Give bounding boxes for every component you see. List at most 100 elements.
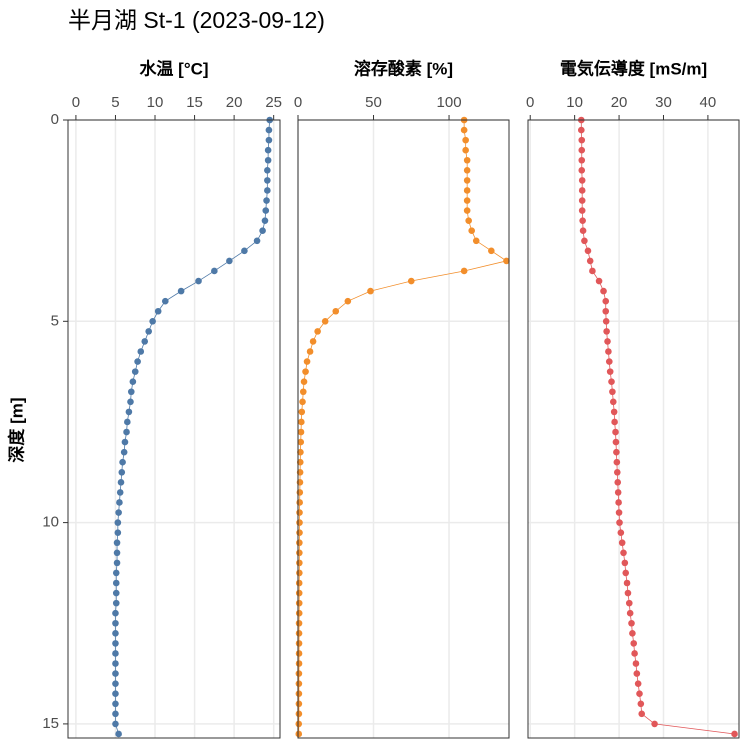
profile-point (460, 126, 468, 134)
x-tick-label: 5 (111, 94, 119, 111)
profile-point (634, 680, 642, 687)
profile-point (264, 156, 272, 164)
profile-point (463, 177, 471, 184)
profile-point (295, 700, 303, 708)
profile-point (114, 519, 122, 526)
profile-point (463, 197, 471, 204)
profile-point (321, 318, 329, 325)
profile-line (298, 120, 508, 734)
profile-line (115, 119, 271, 735)
profile-point (296, 559, 303, 567)
x-tick-label: 0 (294, 94, 302, 111)
profile-point (299, 388, 307, 396)
profile-point (309, 338, 317, 345)
profile-point (637, 700, 645, 708)
profile-point (633, 670, 641, 677)
profile-point (177, 287, 185, 295)
profile-point (578, 187, 586, 194)
profile-point (615, 499, 622, 506)
profile-point (295, 730, 303, 738)
profile-point (344, 297, 352, 305)
profile-point (295, 650, 303, 657)
profile-point (302, 368, 309, 375)
profile-point (134, 358, 141, 365)
profile-point (581, 237, 588, 245)
y-axis-label: 深度 [m] (6, 397, 26, 462)
profile-point (612, 428, 619, 436)
profile-point (116, 499, 123, 506)
profile-point (602, 318, 610, 325)
panel-border (297, 119, 510, 739)
panel-title: 溶存酸素 [%] (354, 58, 453, 78)
profile-point (295, 670, 303, 677)
x-tick-label: 100 (437, 94, 462, 111)
x-tick-label: 0 (526, 94, 534, 111)
profile-point (112, 619, 119, 627)
profile-point (298, 418, 305, 426)
profile-point (296, 458, 304, 466)
y-tick-label: 15 (42, 715, 59, 732)
profile-point (297, 448, 304, 456)
profile-point (578, 207, 586, 214)
profile-point (636, 690, 643, 698)
profile-point (488, 247, 495, 255)
profile-point (112, 720, 119, 728)
profile-point (602, 297, 610, 305)
profile-point (614, 489, 622, 496)
profile-point (112, 609, 119, 617)
profile-point (463, 187, 471, 194)
profile-point (306, 348, 314, 355)
profile-point (620, 549, 627, 557)
profile-point (259, 227, 266, 235)
profile-point (116, 489, 124, 496)
profile-point (623, 579, 631, 587)
profile-point (611, 418, 618, 426)
profile-point (460, 267, 468, 275)
profile-point (295, 680, 303, 687)
profile-point (264, 187, 271, 194)
profile-point (123, 428, 130, 436)
profile-point (630, 640, 638, 647)
profile-point (112, 660, 119, 667)
profile-point (300, 378, 308, 385)
profile-point (112, 700, 119, 708)
profile-point (296, 509, 303, 516)
profile-point (296, 569, 303, 577)
profile-point (579, 227, 587, 235)
profile-point (264, 167, 271, 174)
profile-point (296, 549, 303, 557)
profile-point (578, 156, 586, 164)
x-tick-label: 10 (147, 94, 164, 111)
profile-point (609, 398, 617, 406)
profile-point (600, 287, 607, 295)
x-tick-label: 0 (72, 94, 80, 111)
profile-point (119, 458, 126, 466)
profile-point (624, 589, 632, 597)
profile-point (296, 529, 303, 536)
profile-point (226, 257, 233, 265)
profile-point (124, 418, 131, 426)
profile-point (615, 509, 623, 516)
profile-point (253, 237, 261, 245)
profile-point (115, 730, 122, 738)
profile-point (463, 167, 471, 174)
x-tick-label: 50 (365, 94, 382, 111)
profile-point (463, 156, 471, 164)
profile-point (265, 136, 273, 144)
profile-point (612, 438, 620, 446)
profile-point (118, 468, 126, 476)
profile-point (141, 338, 149, 345)
profile-point (632, 660, 640, 667)
profile-point (731, 730, 738, 738)
panel-border (67, 119, 281, 739)
y-tick-label: 0 (51, 111, 59, 128)
profile-point (129, 378, 137, 385)
profile-point (463, 207, 471, 214)
profile-point (605, 348, 612, 355)
profile-point (468, 227, 475, 235)
profile-point (127, 398, 134, 406)
profile-point (578, 126, 585, 134)
profile-point (578, 167, 586, 174)
profile-point (610, 408, 618, 416)
